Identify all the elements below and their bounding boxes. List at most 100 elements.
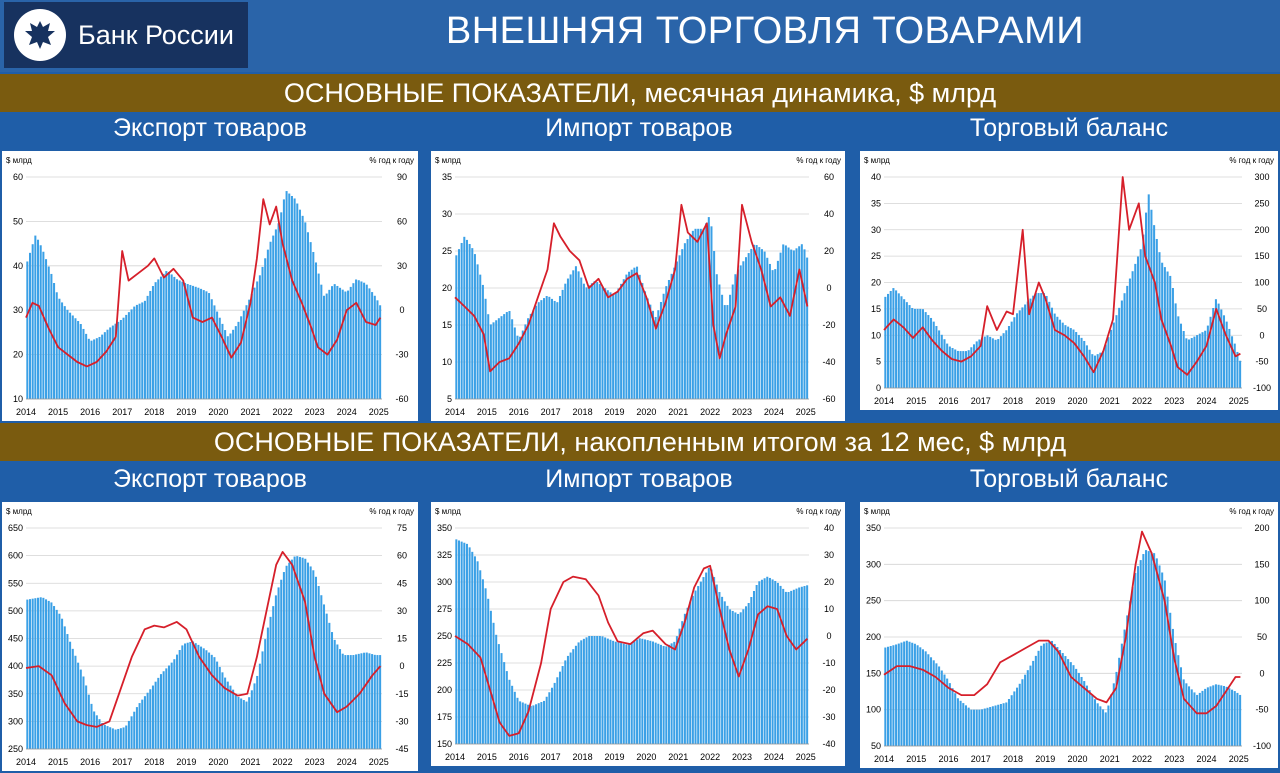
x-tick-label: 2021: [668, 752, 688, 762]
bar: [585, 287, 588, 399]
bar: [766, 257, 769, 399]
bar: [476, 561, 479, 744]
bar: [930, 317, 933, 388]
bar: [1056, 316, 1059, 388]
x-tick-label: 2017: [541, 752, 561, 762]
bar: [149, 689, 152, 749]
bar: [1112, 683, 1115, 746]
bar: [1077, 334, 1080, 388]
x-tick-label: 2015: [477, 407, 497, 417]
bar: [355, 654, 358, 749]
bar: [916, 645, 919, 746]
bar: [320, 595, 323, 749]
bar: [675, 261, 678, 399]
bar: [218, 666, 221, 749]
bar: [606, 638, 609, 744]
bar: [331, 286, 334, 399]
bar: [745, 257, 748, 399]
bar: [553, 682, 556, 744]
bar: [973, 709, 976, 746]
bar: [69, 641, 72, 749]
bar: [1016, 687, 1019, 746]
bar: [285, 565, 288, 749]
bar: [376, 300, 379, 399]
bar: [927, 315, 930, 388]
bar: [649, 640, 652, 744]
bar: [1126, 615, 1129, 746]
y2-tick-label: 20: [824, 246, 834, 256]
bar: [1220, 309, 1223, 388]
bar: [237, 321, 240, 399]
bar: [1136, 566, 1140, 746]
bar: [1005, 702, 1008, 746]
y-tick-label: 200: [437, 685, 452, 695]
bar: [1075, 332, 1078, 388]
bar: [1059, 650, 1062, 746]
x-tick-label: 2016: [938, 754, 958, 764]
bar: [513, 691, 516, 744]
x-tick-label: 2019: [1035, 396, 1055, 406]
bar: [119, 728, 122, 749]
bar: [1182, 679, 1185, 746]
bar: [609, 292, 612, 399]
bar: [333, 639, 336, 749]
y-axis-unit-label: $ млрд: [435, 507, 461, 516]
bar: [117, 321, 120, 399]
x-tick-label: 2016: [80, 407, 100, 417]
bar: [1040, 645, 1043, 746]
bar: [282, 572, 285, 749]
bar: [296, 203, 299, 399]
bar: [111, 728, 114, 749]
bar: [588, 636, 591, 744]
bar: [1222, 315, 1226, 388]
bar: [45, 599, 48, 749]
bar: [87, 694, 90, 749]
bar: [309, 566, 312, 749]
bar: [245, 305, 248, 399]
bar: [954, 349, 957, 388]
bar: [1206, 325, 1209, 388]
bar: [1048, 301, 1051, 388]
bar: [511, 319, 514, 399]
bar: [1193, 336, 1196, 388]
bar: [895, 644, 898, 746]
bar: [989, 336, 992, 388]
bar: [109, 727, 112, 749]
bar: [884, 296, 887, 388]
bar: [790, 590, 793, 744]
bar: [999, 703, 1002, 746]
bar: [612, 294, 615, 399]
bar: [903, 299, 906, 388]
yoy-line: [454, 203, 809, 373]
bar: [58, 613, 61, 749]
bar: [580, 277, 583, 399]
y-tick-label: 350: [437, 523, 452, 533]
bar: [373, 654, 376, 749]
bar: [39, 597, 42, 749]
bar: [45, 259, 48, 399]
bar: [593, 281, 596, 399]
bar: [940, 670, 943, 746]
bar: [625, 274, 628, 399]
bar: [484, 588, 487, 744]
x-tick-label: 2019: [604, 752, 624, 762]
y-tick-label: 500: [8, 606, 23, 616]
bar: [913, 308, 916, 388]
y-tick-label: 5: [447, 394, 452, 404]
bar: [39, 245, 42, 399]
bar: [889, 646, 892, 746]
bar: [697, 228, 700, 399]
bar: [913, 643, 916, 746]
bar: [98, 719, 101, 749]
x-tick-label: 2019: [1035, 754, 1055, 764]
bar: [694, 228, 697, 399]
bar: [127, 312, 130, 399]
bar: [285, 191, 288, 399]
x-tick-label: 2025: [369, 407, 389, 417]
bar: [1050, 307, 1054, 388]
bar: [553, 300, 556, 399]
bar: [588, 285, 591, 399]
bar: [710, 226, 713, 399]
x-tick-label: 2020: [208, 407, 228, 417]
bar: [691, 595, 694, 744]
